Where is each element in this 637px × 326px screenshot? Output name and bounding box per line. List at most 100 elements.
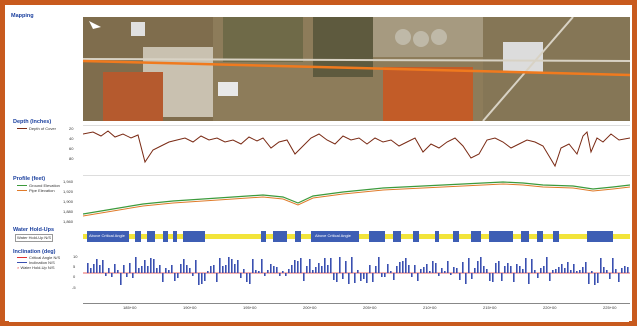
inclination-chart-svg [83, 257, 630, 285]
inclination-bar [585, 262, 587, 273]
inclination-bar [213, 265, 215, 273]
inclination-bar [576, 271, 578, 273]
inclination-bar [516, 264, 518, 273]
inclination-bar [591, 271, 593, 273]
inclination-bar [537, 273, 539, 278]
profile-title: Profile (feet) [13, 176, 46, 182]
inclination-bar [369, 265, 371, 273]
inclination-bar [561, 264, 563, 273]
inclination-bar [321, 266, 323, 273]
inclination-bar [153, 259, 155, 273]
inclination-bar [168, 270, 170, 273]
inclination-bar [90, 268, 92, 273]
station-tick-7: 220+00 [543, 305, 557, 310]
inclination-bar [381, 273, 383, 277]
inclination-bar [540, 268, 542, 273]
inclination-bar [315, 267, 317, 273]
station-tick-6: 215+00 [483, 305, 497, 310]
inclination-bar [93, 264, 95, 273]
inclination-bar [606, 270, 608, 273]
inclination-bar [471, 273, 473, 279]
inclination-bar [552, 270, 554, 273]
inclination-bar [483, 266, 485, 273]
inclination-bar [246, 273, 248, 282]
inclination-bar [324, 258, 326, 273]
inclination-chart [83, 249, 630, 301]
water-band-label-1: Above Critical Angle [89, 233, 125, 238]
inclination-bar [492, 273, 494, 282]
inclination-bar [624, 266, 626, 273]
water-holdup-svg [83, 231, 630, 242]
inclination-bar [327, 265, 329, 273]
depth-chart-svg [82, 130, 631, 168]
inclination-bar [477, 261, 479, 273]
inclination-title: Inclination (deg) [13, 249, 56, 255]
inclination-bar [192, 273, 194, 276]
station-tick-2: 195+00 [243, 305, 257, 310]
inclination-bar [135, 257, 137, 273]
inclination-bar [210, 266, 212, 273]
inclination-bar [444, 271, 446, 273]
inclination-bar [120, 273, 122, 285]
inclination-bar [141, 266, 143, 273]
depth-chart [82, 125, 631, 170]
inclination-bar [318, 263, 320, 273]
inclination-bar [525, 258, 527, 273]
inclination-bar [279, 273, 281, 276]
water-band-label-2: Above Critical Angle [315, 233, 351, 238]
inclination-bar [201, 273, 203, 284]
inclination-bar [282, 271, 284, 273]
inclination-bar [546, 257, 548, 273]
inclination-bar [405, 258, 407, 273]
inclination-bar [414, 265, 416, 273]
depth-line [82, 130, 631, 168]
incl-tick-1: 5 [73, 264, 76, 269]
profile-tick-3: 1,880 [63, 209, 74, 214]
profile-tick-2: 1,900 [63, 199, 74, 204]
inclination-bar [216, 273, 218, 282]
inclination-bar [180, 264, 182, 273]
inclination-bar [618, 273, 620, 282]
inclination-bar [336, 273, 338, 282]
inclination-bar [129, 263, 131, 273]
inclination-bar [231, 259, 233, 273]
profile-tick-0: 1,940 [63, 179, 74, 184]
inclination-bar [261, 259, 263, 273]
inclination-bar [384, 273, 386, 277]
inclination-bar [429, 271, 431, 273]
inclination-bar [267, 270, 269, 273]
inclination-bar [165, 268, 167, 273]
station-tick-1: 190+00 [183, 305, 197, 310]
incl-legend-water: × Water Hold-Up N/S [17, 265, 55, 270]
inclination-bar [225, 265, 227, 273]
inclination-bar [531, 259, 533, 273]
inclination-bar [276, 267, 278, 273]
depth-tick-1: 40 [69, 136, 74, 141]
inclination-bar [138, 268, 140, 273]
inclination-bar [147, 266, 149, 273]
inclination-bar [402, 261, 404, 273]
inclination-bar [126, 273, 128, 277]
inclination-bar [345, 261, 347, 273]
inclination-bar [498, 261, 500, 273]
inclination-bar [114, 264, 116, 273]
incl-tick-0: 10 [73, 254, 78, 259]
inclination-bar [438, 273, 440, 276]
inclination-bar [441, 268, 443, 273]
depth-title: Depth (Inches) [13, 119, 52, 125]
inclination-bar [573, 264, 575, 273]
aerial-map[interactable] [83, 17, 630, 121]
inclination-bar [108, 268, 110, 273]
water-title: Water Hold-Ups [13, 227, 55, 233]
inclination-bar [237, 260, 239, 273]
inclination-bar [309, 259, 311, 273]
inclination-bar [390, 271, 392, 273]
inclination-bar [456, 268, 458, 273]
inclination-bar [288, 269, 290, 273]
inclination-bar [435, 263, 437, 273]
station-tick-5: 210+00 [423, 305, 437, 310]
water-holdup-band [83, 230, 630, 244]
inclination-bar [594, 273, 596, 285]
pipe-elevation-line [82, 183, 631, 217]
